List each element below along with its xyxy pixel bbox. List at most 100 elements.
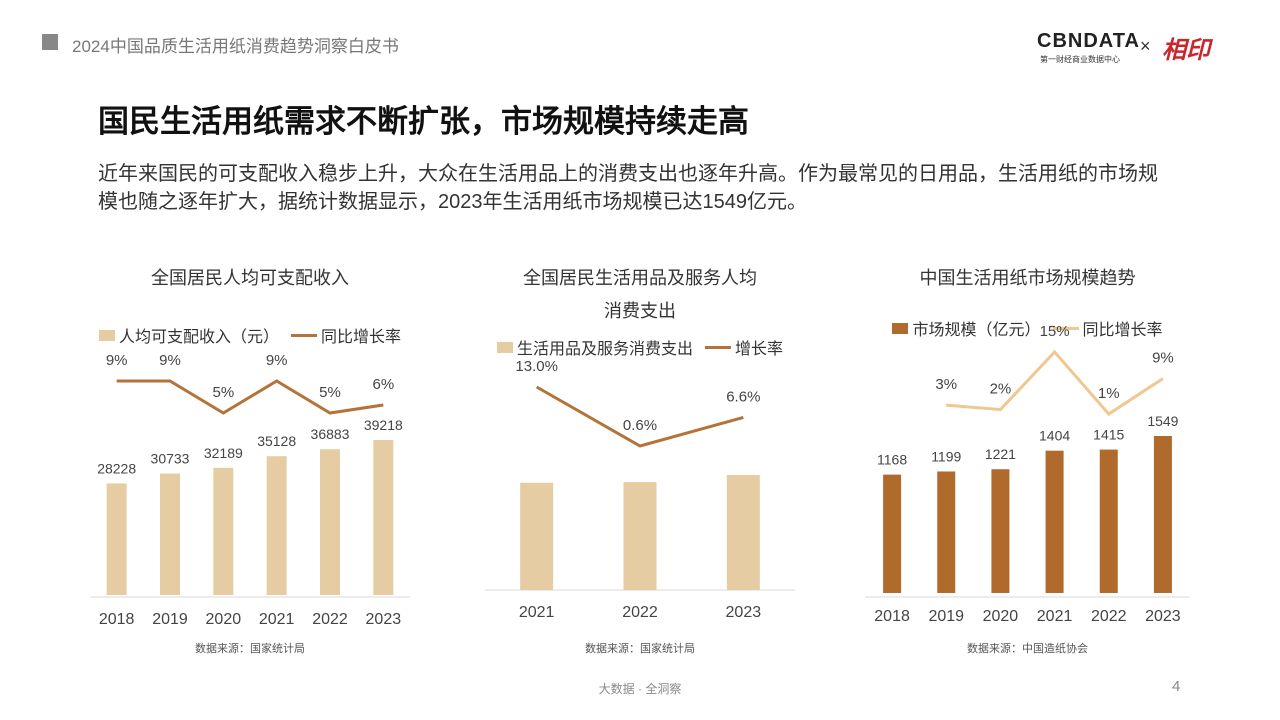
line-value-label: 13.0% [515, 358, 558, 375]
heading: 国民生活用纸需求不断扩张，市场规模持续走高 [98, 104, 749, 139]
chart-title: 全国居民人均可支配收入 [151, 268, 349, 288]
legend-swatch [1052, 326, 1079, 330]
line-value-label: 9% [1152, 350, 1174, 367]
line [946, 349, 1164, 416]
x-tick-label: 2020 [983, 608, 1019, 625]
bar [266, 456, 287, 595]
legend-swatch [98, 329, 115, 341]
line-value-label: 5% [319, 384, 341, 401]
bar [160, 473, 180, 595]
x-tick-label: 2019 [928, 608, 964, 625]
bar-value-label: 39218 [364, 417, 403, 433]
page-number: 4 [1172, 678, 1181, 695]
legend-item: 人均可支配收入（元） [98, 323, 279, 347]
logo-times: × [1140, 36, 1151, 56]
line-value-label: 15% [1040, 323, 1070, 340]
bar-value-label: 35128 [257, 433, 296, 449]
line-value-label: 6% [372, 376, 394, 393]
bar-value-label: 1404 [1039, 428, 1070, 444]
bar-value-label: 1549 [1147, 413, 1178, 429]
legend-label: 人均可支配收入（元） [118, 329, 279, 346]
legend-item: 同比增长率 [1052, 316, 1163, 340]
logo-partner: 相印 [1162, 37, 1210, 64]
bar-value-label: 1199 [931, 448, 961, 464]
legend-item: 增长率 [705, 335, 783, 359]
bar-value-label: 1168 [877, 452, 907, 468]
line-value-label: 1% [1098, 385, 1120, 402]
legend-item: 同比增长率 [291, 323, 401, 347]
bar [1153, 436, 1172, 593]
chart-plot: 2018 2019 2020 2021 2022 2023 28228 30733 32189 3… [90, 352, 410, 628]
x-tick-label: 2022 [622, 604, 658, 621]
legend: 人均可支配收入（元） 同比增长率 [60, 323, 440, 347]
source: 数据来源：中国造纸协会 [967, 643, 1088, 655]
legend: 生活用品及服务消费支出 增长率 [455, 335, 825, 359]
legend-swatch [705, 345, 731, 349]
bar [373, 440, 394, 595]
chart-plot: 2021 2022 2023 13.0% 0.6% 6.6% [485, 358, 795, 621]
report-title: 2024中国品质生活用纸消费趋势洞察白皮书 [72, 37, 399, 56]
line-value-label: 2% [990, 381, 1012, 398]
line-value-label: 0.6% [623, 417, 657, 434]
x-tick-label: 2019 [152, 611, 188, 628]
bar-value-label: 32189 [204, 445, 243, 461]
x-tick-label: 2022 [312, 611, 348, 628]
legend-swatch [496, 341, 513, 353]
header-marker [42, 34, 58, 50]
chart-plot: 2018 2019 2020 2021 2022 2023 1168 1199 1221 1404… [865, 323, 1190, 625]
x-tick-label: 2018 [99, 611, 135, 628]
line-value-label: 9% [266, 352, 288, 369]
line-value-label: 5% [212, 384, 234, 401]
chart-title: 中国生活用纸市场规模趋势 [919, 268, 1136, 288]
x-tick-label: 2021 [259, 611, 295, 628]
chart-title: 全国居民生活用品及服务人均消费支出 [523, 268, 757, 321]
footer-slogan: 大数据 · 全洞察 [598, 682, 682, 696]
x-tick-label: 2022 [1091, 608, 1127, 625]
x-tick-label: 2020 [206, 611, 242, 628]
legend-label: 同比增长率 [321, 329, 402, 346]
bar-value-label: 28228 [97, 460, 136, 476]
bar [1045, 450, 1064, 593]
line [535, 385, 744, 448]
x-tick-label: 2021 [519, 604, 555, 621]
line-value-label: 3% [935, 376, 957, 393]
bar [883, 474, 902, 593]
line [116, 379, 384, 415]
line-value-label: 9% [106, 352, 128, 369]
bar-value-label: 36883 [311, 426, 350, 442]
x-tick-label: 2023 [1145, 608, 1181, 625]
bar [726, 475, 760, 590]
logo-brand: CBNDATA [1037, 30, 1140, 52]
bar-value-label: 30733 [151, 451, 190, 467]
bar [991, 469, 1010, 593]
bar [1099, 449, 1118, 593]
legend-label: 市场规模（亿元） [912, 322, 1041, 339]
bar-value-label: 1415 [1093, 427, 1124, 443]
line-value-label: 9% [159, 352, 181, 369]
legend-item: 生活用品及服务消费支出 [496, 335, 693, 359]
legend-label: 同比增长率 [1082, 322, 1163, 339]
x-tick-label: 2023 [366, 611, 402, 628]
logo-sub: 第一财经商业数据中心 [1040, 55, 1120, 64]
bar [623, 482, 657, 590]
legend-swatch [291, 333, 317, 337]
source: 数据来源：国家统计局 [585, 643, 695, 655]
x-tick-label: 2023 [726, 604, 762, 621]
legend-item: 市场规模（亿元） [892, 316, 1041, 340]
bar [937, 471, 956, 593]
bar [213, 467, 234, 595]
legend-label: 生活用品及服务消费支出 [516, 341, 693, 358]
x-tick-label: 2021 [1037, 608, 1073, 625]
source: 数据来源：国家统计局 [195, 643, 305, 655]
line-value-label: 6.6% [726, 388, 760, 405]
bar [106, 483, 127, 595]
legend: 市场规模（亿元） 同比增长率 [835, 316, 1220, 340]
bar [520, 482, 554, 590]
legend-swatch [892, 322, 909, 334]
bar [320, 449, 340, 595]
bar-value-label: 1221 [985, 446, 1016, 462]
legend-label: 增长率 [735, 341, 784, 358]
x-tick-label: 2018 [874, 608, 910, 625]
intro: 近年来国民的可支配收入稳步上升，大众在生活用品上的消费支出也逐年升高。作为最常见… [98, 163, 1158, 213]
